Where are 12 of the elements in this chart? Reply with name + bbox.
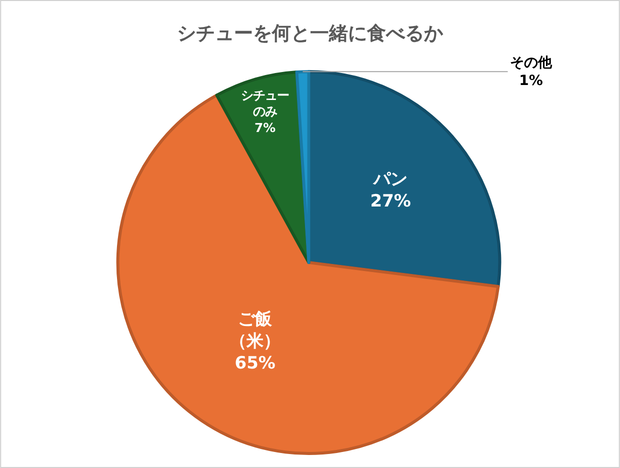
pie-slice xyxy=(295,70,310,264)
slice-label: パン xyxy=(372,169,408,190)
data-label: 27% xyxy=(370,191,411,212)
data-label: 7% xyxy=(254,120,276,135)
slice-label: シチューのみ xyxy=(241,88,290,119)
pie-slice xyxy=(215,70,310,264)
data-label: 65% xyxy=(234,354,276,374)
data-label: 1% xyxy=(519,73,543,90)
chart-title: シチューを何と一緒に食べるか xyxy=(177,22,444,45)
slice-label: その他 xyxy=(510,55,553,71)
pie-slice xyxy=(307,70,502,288)
slice-label: ご飯（米） xyxy=(230,309,281,352)
